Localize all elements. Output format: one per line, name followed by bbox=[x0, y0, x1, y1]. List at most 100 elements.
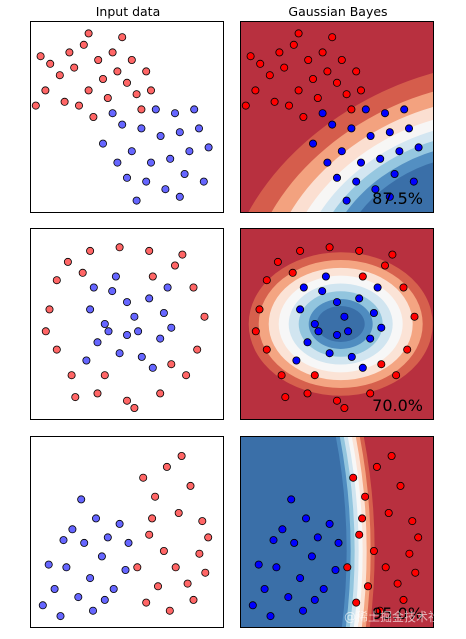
point-class0 bbox=[186, 481, 195, 490]
point-class0 bbox=[167, 360, 176, 369]
point-class0 bbox=[405, 549, 414, 558]
point-class1 bbox=[38, 601, 47, 610]
input-panel-circles bbox=[30, 228, 224, 420]
point-class1 bbox=[331, 565, 340, 574]
point-class0 bbox=[123, 78, 132, 87]
point-class1 bbox=[260, 584, 269, 593]
point-class1 bbox=[321, 272, 330, 281]
watermark: @稀土掘金技术社区 bbox=[343, 610, 452, 624]
point-class1 bbox=[163, 283, 172, 292]
point-class0 bbox=[130, 403, 139, 412]
point-class0 bbox=[204, 533, 213, 542]
point-class1 bbox=[314, 327, 323, 336]
point-class1 bbox=[92, 514, 101, 523]
point-class0 bbox=[171, 563, 180, 572]
point-class1 bbox=[299, 283, 308, 292]
point-class0 bbox=[358, 272, 367, 281]
point-class1 bbox=[278, 525, 287, 534]
point-class1 bbox=[108, 109, 117, 118]
point-class1 bbox=[319, 584, 328, 593]
point-class0 bbox=[372, 462, 381, 471]
point-class1 bbox=[344, 327, 353, 336]
point-class1 bbox=[89, 283, 98, 292]
point-class1 bbox=[333, 298, 342, 307]
point-class0 bbox=[46, 59, 55, 68]
point-class0 bbox=[52, 276, 61, 285]
point-class1 bbox=[137, 124, 146, 133]
point-class1 bbox=[123, 298, 132, 307]
point-class1 bbox=[194, 124, 203, 133]
point-class0 bbox=[270, 97, 279, 106]
point-class0 bbox=[63, 257, 72, 266]
point-class1 bbox=[371, 185, 380, 194]
point-class0 bbox=[277, 371, 286, 380]
point-class0 bbox=[387, 451, 396, 460]
point-class1 bbox=[347, 352, 356, 361]
point-class0 bbox=[159, 547, 168, 556]
point-class1 bbox=[290, 538, 299, 547]
point-class0 bbox=[384, 509, 393, 518]
point-class1 bbox=[292, 356, 301, 365]
point-class1 bbox=[100, 595, 109, 604]
point-class0 bbox=[89, 113, 98, 122]
point-class1 bbox=[100, 320, 109, 329]
point-class0 bbox=[411, 568, 420, 577]
point-class0 bbox=[86, 246, 95, 255]
point-class0 bbox=[275, 48, 284, 57]
point-class0 bbox=[154, 582, 163, 591]
point-class0 bbox=[55, 71, 64, 80]
point-class1 bbox=[97, 552, 106, 561]
point-class0 bbox=[299, 113, 308, 122]
point-class1 bbox=[134, 327, 143, 336]
bayes-panel-linear: 95.0% bbox=[240, 436, 434, 628]
point-class0 bbox=[251, 86, 260, 95]
point-class1 bbox=[284, 593, 293, 602]
point-class1 bbox=[108, 287, 117, 296]
point-class0 bbox=[108, 48, 117, 57]
point-class1 bbox=[310, 595, 319, 604]
point-class1 bbox=[269, 536, 278, 545]
point-class0 bbox=[241, 101, 250, 110]
point-class1 bbox=[272, 563, 281, 572]
point-class1 bbox=[104, 327, 113, 336]
point-class0 bbox=[273, 257, 282, 266]
point-class1 bbox=[373, 283, 382, 292]
point-class0 bbox=[366, 389, 375, 398]
point-class1 bbox=[99, 139, 108, 148]
point-class0 bbox=[403, 345, 412, 354]
point-class1 bbox=[325, 519, 334, 528]
point-class1 bbox=[287, 495, 296, 504]
point-class1 bbox=[170, 109, 179, 118]
point-class1 bbox=[347, 124, 356, 133]
point-class1 bbox=[390, 169, 399, 178]
point-class1 bbox=[166, 154, 175, 163]
point-class1 bbox=[156, 132, 165, 141]
point-class1 bbox=[121, 565, 130, 574]
bayes-panel-moons: 87.5% bbox=[240, 21, 434, 213]
point-class0 bbox=[71, 393, 80, 402]
point-class0 bbox=[325, 243, 334, 252]
point-class0 bbox=[189, 283, 198, 292]
point-class1 bbox=[333, 331, 342, 340]
point-class0 bbox=[60, 97, 69, 106]
point-class0 bbox=[45, 305, 54, 314]
point-class1 bbox=[199, 177, 208, 186]
point-class1 bbox=[185, 147, 194, 156]
point-class1 bbox=[159, 309, 168, 318]
point-class1 bbox=[376, 154, 385, 163]
point-class1 bbox=[68, 525, 77, 534]
point-class0 bbox=[103, 94, 112, 103]
score-label-moons: 87.5% bbox=[372, 189, 423, 208]
point-class0 bbox=[399, 283, 408, 292]
input-plot-linear bbox=[38, 451, 213, 621]
point-class1 bbox=[323, 158, 332, 167]
point-class1 bbox=[318, 287, 327, 296]
point-class0 bbox=[145, 246, 154, 255]
point-class0 bbox=[262, 276, 271, 285]
point-class1 bbox=[328, 120, 337, 129]
point-class1 bbox=[80, 538, 89, 547]
point-class0 bbox=[393, 579, 402, 588]
point-class1 bbox=[175, 128, 184, 137]
point-class0 bbox=[200, 312, 209, 321]
point-class1 bbox=[147, 158, 156, 167]
